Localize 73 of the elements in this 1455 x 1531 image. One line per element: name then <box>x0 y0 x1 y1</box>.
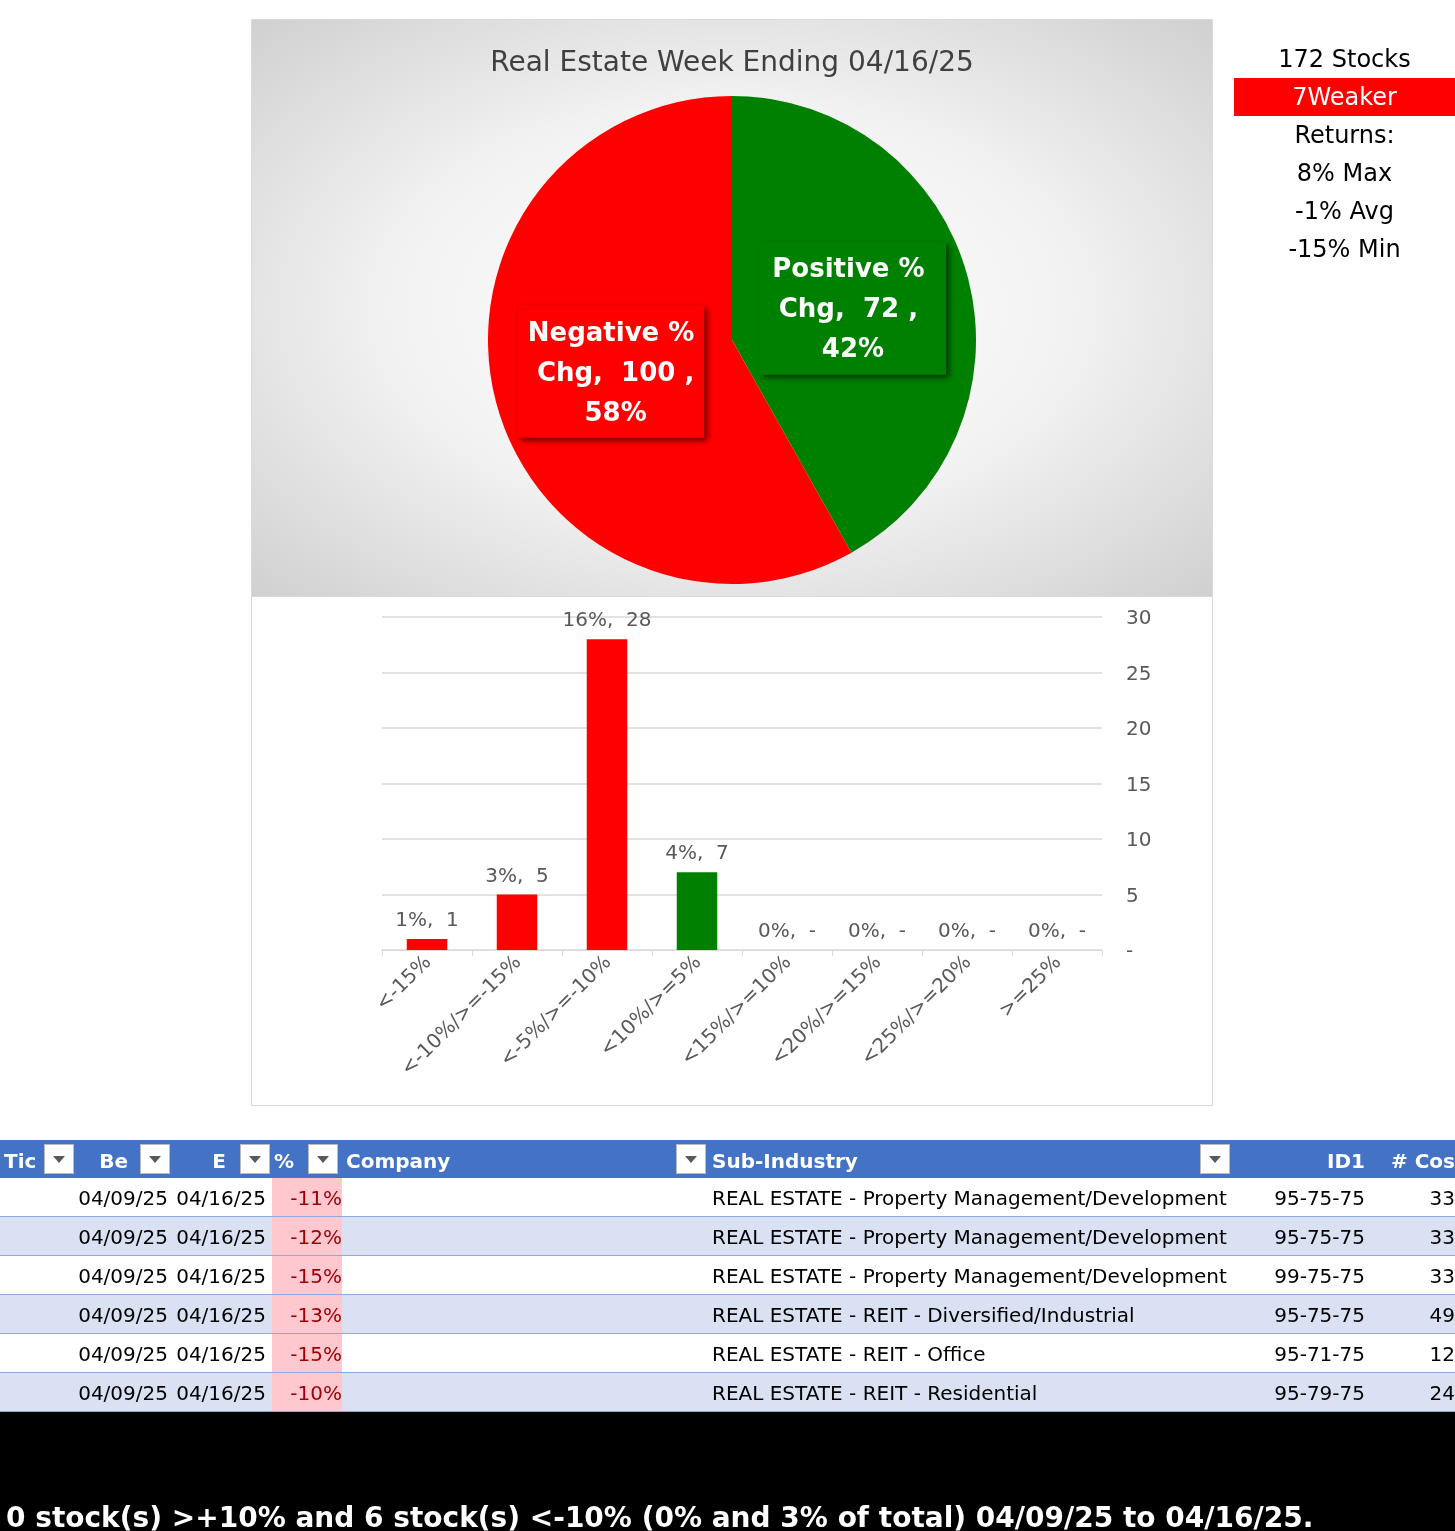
text: 95-71-75 <box>1273 1341 1365 1368</box>
text: 49 <box>1428 1302 1455 1329</box>
text: Be <box>98 1148 128 1175</box>
text: 04/16/25 <box>175 1302 266 1329</box>
text: 04/16/25 <box>175 1341 266 1368</box>
text: 04/16/25 <box>175 1380 266 1407</box>
data-label: 1%, 1 <box>395 906 459 931</box>
text: REAL ESTATE - REIT - Office <box>712 1341 987 1368</box>
text: ID1 <box>1326 1148 1365 1175</box>
data-label: 0%, - <box>1027 918 1087 942</box>
bar <box>496 894 538 950</box>
y-tick-label: 20 <box>1126 716 1152 740</box>
text: 8% Max <box>1295 158 1394 189</box>
text: 33 <box>1428 1263 1455 1290</box>
chart-title: Real Estate Week Ending 04/16/25 <box>490 44 974 78</box>
text: -15% <box>274 1334 342 1374</box>
data-label: 3%, 5 <box>485 862 549 887</box>
text: -13% <box>274 1295 342 1335</box>
text: -15% <box>274 1256 342 1296</box>
bar <box>406 938 448 950</box>
text: 24 <box>1428 1380 1455 1407</box>
y-tick-label: 10 <box>1126 827 1152 851</box>
text: 33 <box>1428 1185 1455 1212</box>
y-tick-label: 30 <box>1126 605 1152 629</box>
data-label: 0%, - <box>847 918 907 942</box>
y-tick-label: 15 <box>1126 771 1152 796</box>
y-tick-label: 5 <box>1126 882 1139 907</box>
data-label: 4%, 7 <box>665 840 729 865</box>
text: 04/09/25 <box>77 1341 168 1368</box>
text: 7Weaker <box>1234 78 1455 116</box>
data-label: 0%, - <box>937 918 997 942</box>
text: 04/09/25 <box>77 1380 168 1407</box>
data-label: 0%, - <box>757 918 817 942</box>
slice-label: Positive % Chg, 72 , 42% <box>772 253 934 364</box>
text: 95-75-75 <box>1273 1302 1365 1329</box>
data-label: 16%, 28 <box>562 607 652 632</box>
text: 172 Stocks <box>1277 44 1412 75</box>
text: REAL ESTATE - REIT - Residential <box>712 1380 1039 1407</box>
text: 33 <box>1428 1224 1455 1251</box>
text: Company <box>346 1148 452 1175</box>
text: REAL ESTATE - Property Management/Development <box>712 1224 1228 1251</box>
y-tick-label: - <box>1126 938 1134 962</box>
text: 95-75-75 <box>1273 1185 1365 1212</box>
text: 95-75-75 <box>1273 1224 1365 1251</box>
text: 04/09/25 <box>77 1263 168 1290</box>
text: -10% <box>274 1373 342 1413</box>
text: # Cos <box>1389 1148 1455 1175</box>
text: REAL ESTATE - REIT - Diversified/Industrial <box>712 1302 1136 1329</box>
text: Sub-Industry <box>712 1148 859 1175</box>
text: 95-79-75 <box>1273 1380 1365 1407</box>
text: -15% Min <box>1287 234 1402 265</box>
text: 12 <box>1428 1341 1455 1368</box>
y-tick-label: 25 <box>1126 660 1152 685</box>
text: 04/09/25 <box>77 1224 168 1251</box>
text: 04/16/25 <box>175 1263 266 1290</box>
text: Tic <box>4 1148 38 1175</box>
slice-label: Negative % Chg, 100 , 58% <box>527 316 695 427</box>
text: 04/09/25 <box>77 1185 168 1212</box>
bar <box>586 639 628 950</box>
text: -11% <box>274 1178 342 1218</box>
text: 99-75-75 <box>1273 1263 1365 1290</box>
text: -1% Avg <box>1294 196 1395 227</box>
text: 0 stock(s) >+10% and 6 stock(s) <-10% (0% and 3% of total) 04/09/25 to 04/16/25. <box>6 1501 1314 1531</box>
text: REAL ESTATE - Property Management/Development <box>712 1185 1228 1212</box>
bar <box>676 872 718 950</box>
text: E <box>211 1148 226 1175</box>
text: 04/16/25 <box>175 1224 266 1251</box>
text: -12% <box>274 1217 342 1257</box>
text: Returns: <box>1293 120 1396 151</box>
text: % <box>274 1148 296 1175</box>
text: REAL ESTATE - Property Management/Development <box>712 1263 1228 1290</box>
text: 04/09/25 <box>77 1302 168 1329</box>
text: 04/16/25 <box>175 1185 266 1212</box>
